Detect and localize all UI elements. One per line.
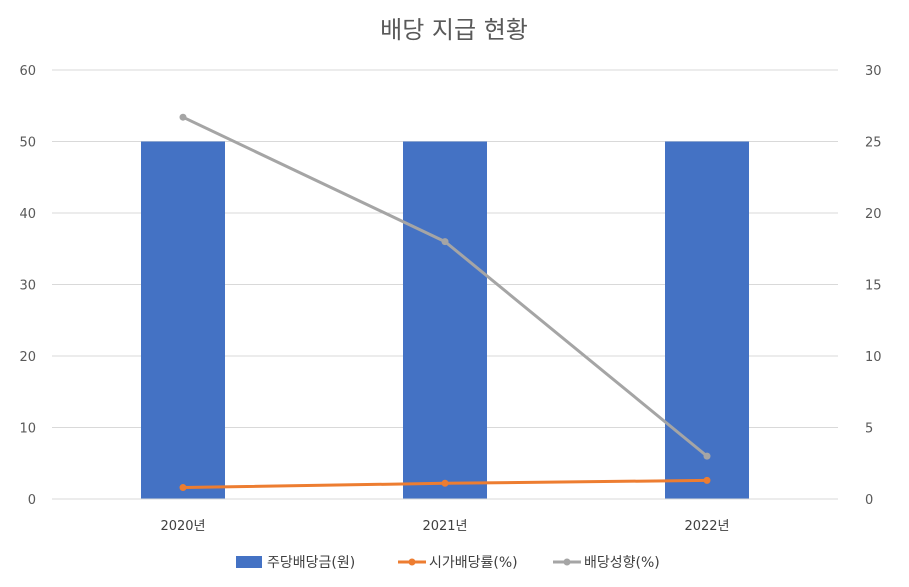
legend-label: 시가배당률(%) bbox=[429, 555, 518, 571]
y-right-tick-label: 25 bbox=[865, 136, 882, 151]
line-series bbox=[179, 113, 711, 492]
y-left-tick-label: 60 bbox=[19, 64, 36, 79]
bar-series bbox=[141, 141, 749, 499]
legend-swatch bbox=[236, 556, 262, 568]
y-left-tick-label: 10 bbox=[19, 422, 36, 437]
y-right-tick-label: 5 bbox=[865, 422, 873, 437]
y-right-tick-label: 0 bbox=[865, 493, 873, 508]
legend-label: 배당성향(%) bbox=[584, 555, 660, 571]
y-left-tick-label: 20 bbox=[19, 350, 36, 365]
y-axis-right: 0 5 10 15 20 25 30 bbox=[865, 64, 882, 508]
x-tick-label: 2021년 bbox=[422, 519, 467, 534]
y-left-tick-label: 30 bbox=[19, 279, 36, 294]
line-point bbox=[179, 484, 187, 492]
y-left-tick-label: 0 bbox=[28, 493, 36, 508]
chart-title: 배당 지급 현황 bbox=[380, 16, 528, 44]
y-right-tick-label: 30 bbox=[865, 64, 882, 79]
line-point bbox=[441, 238, 449, 246]
y-axis-left: 0 10 20 30 40 50 60 bbox=[19, 64, 36, 508]
x-tick-label: 2022년 bbox=[684, 519, 729, 534]
y-right-tick-label: 20 bbox=[865, 207, 882, 222]
bar-2021년 bbox=[403, 141, 487, 499]
line-point bbox=[703, 476, 711, 484]
legend-label: 주당배당금(원) bbox=[267, 555, 355, 571]
legend-marker bbox=[563, 558, 571, 566]
y-right-tick-label: 10 bbox=[865, 350, 882, 365]
line-point bbox=[179, 113, 187, 121]
bar-2022년 bbox=[665, 141, 749, 499]
bar-2020년 bbox=[141, 141, 225, 499]
x-tick-label: 2020년 bbox=[160, 519, 205, 534]
y-left-tick-label: 50 bbox=[19, 136, 36, 151]
x-axis: 2020년 2021년 2022년 bbox=[52, 498, 838, 534]
legend-marker bbox=[408, 558, 416, 566]
legend: 주당배당금(원) 시가배당률(%) 배당성향(%) bbox=[236, 555, 660, 571]
y-left-tick-label: 40 bbox=[19, 207, 36, 222]
line-point bbox=[703, 452, 711, 460]
line-point bbox=[441, 479, 449, 487]
y-right-tick-label: 15 bbox=[865, 279, 882, 294]
